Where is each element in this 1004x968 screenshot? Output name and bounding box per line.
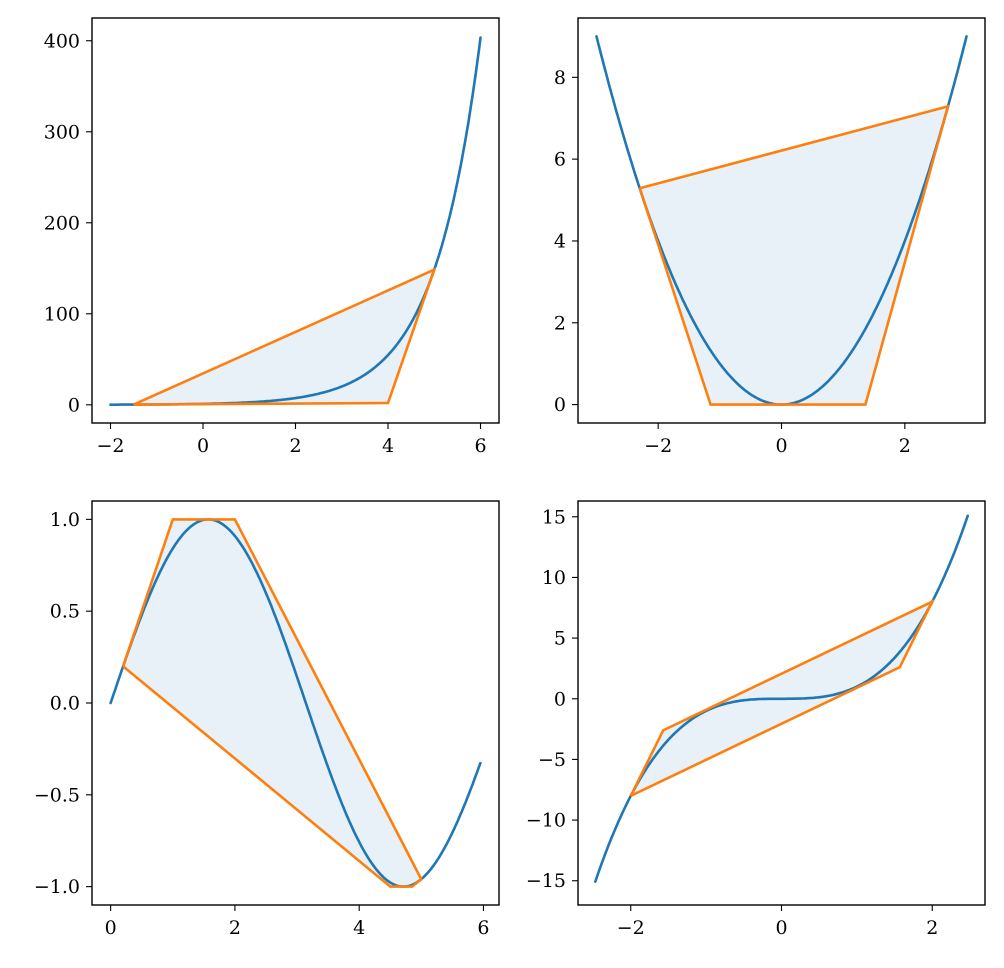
chart-panel-2: −2 0 2 0 2 4 6 8	[554, 17, 986, 457]
y-tick-label: 6	[554, 149, 566, 171]
y-tick-label: 0	[554, 688, 566, 710]
y-tick-label: 5	[554, 628, 566, 650]
y-tick-label: 0	[554, 394, 566, 416]
y-tick-label: 200	[44, 212, 80, 234]
x-tick-label: 2	[926, 917, 938, 939]
y-tick-label: 400	[44, 30, 80, 52]
y-tick-label: 0	[68, 394, 80, 416]
y-tick-label: −15	[526, 870, 566, 892]
y-tick-label: 100	[44, 303, 80, 325]
y-tick-label: 4	[554, 230, 566, 252]
y-tick-label: 15	[542, 506, 566, 528]
y-tick-label: 8	[554, 67, 566, 89]
x-tick-label: 2	[289, 435, 301, 457]
x-tick-label: 6	[477, 917, 489, 939]
y-tick-label: −1.0	[34, 876, 80, 898]
hull-fill	[639, 106, 948, 405]
chart-panel-3: 0 2 4 6 −1.0 −0.5 0.0 0.5 1.0	[34, 500, 500, 939]
y-tick-label: −10	[526, 810, 566, 832]
x-tick-label: 0	[105, 917, 117, 939]
function-curve	[594, 514, 969, 883]
hull-fill	[123, 519, 422, 887]
x-tick-label: 4	[382, 435, 394, 457]
x-tick-label: 0	[775, 435, 787, 457]
y-tick-label: 1.0	[50, 509, 80, 531]
y-tick-label: 2	[554, 312, 566, 334]
x-tick-label: 0	[197, 435, 209, 457]
chart-panel-4: −2 0 2 −15 −10 −5 0 5 10 15	[526, 500, 986, 939]
chart-panel-1: −2 0 2 4 6 0 100 200 300 400	[44, 17, 500, 457]
x-tick-label: 2	[899, 435, 911, 457]
hull-outline	[121, 518, 423, 888]
y-tick-label: 0.0	[50, 693, 80, 715]
y-tick-label: 10	[542, 567, 566, 589]
hull-outline	[638, 104, 950, 406]
x-tick-label: −2	[617, 917, 645, 939]
y-tick-label: 300	[44, 121, 80, 143]
hull-outline	[629, 598, 936, 797]
hull-outline	[133, 267, 437, 406]
y-tick-label: −0.5	[34, 784, 80, 806]
x-tick-label: −2	[96, 435, 124, 457]
y-tick-label: −5	[538, 749, 566, 771]
x-tick-label: 6	[474, 435, 486, 457]
x-tick-label: −2	[644, 435, 672, 457]
x-tick-label: 2	[229, 917, 241, 939]
x-tick-label: 4	[353, 917, 365, 939]
y-tick-label: 0.5	[50, 601, 80, 623]
x-tick-label: 0	[775, 917, 787, 939]
